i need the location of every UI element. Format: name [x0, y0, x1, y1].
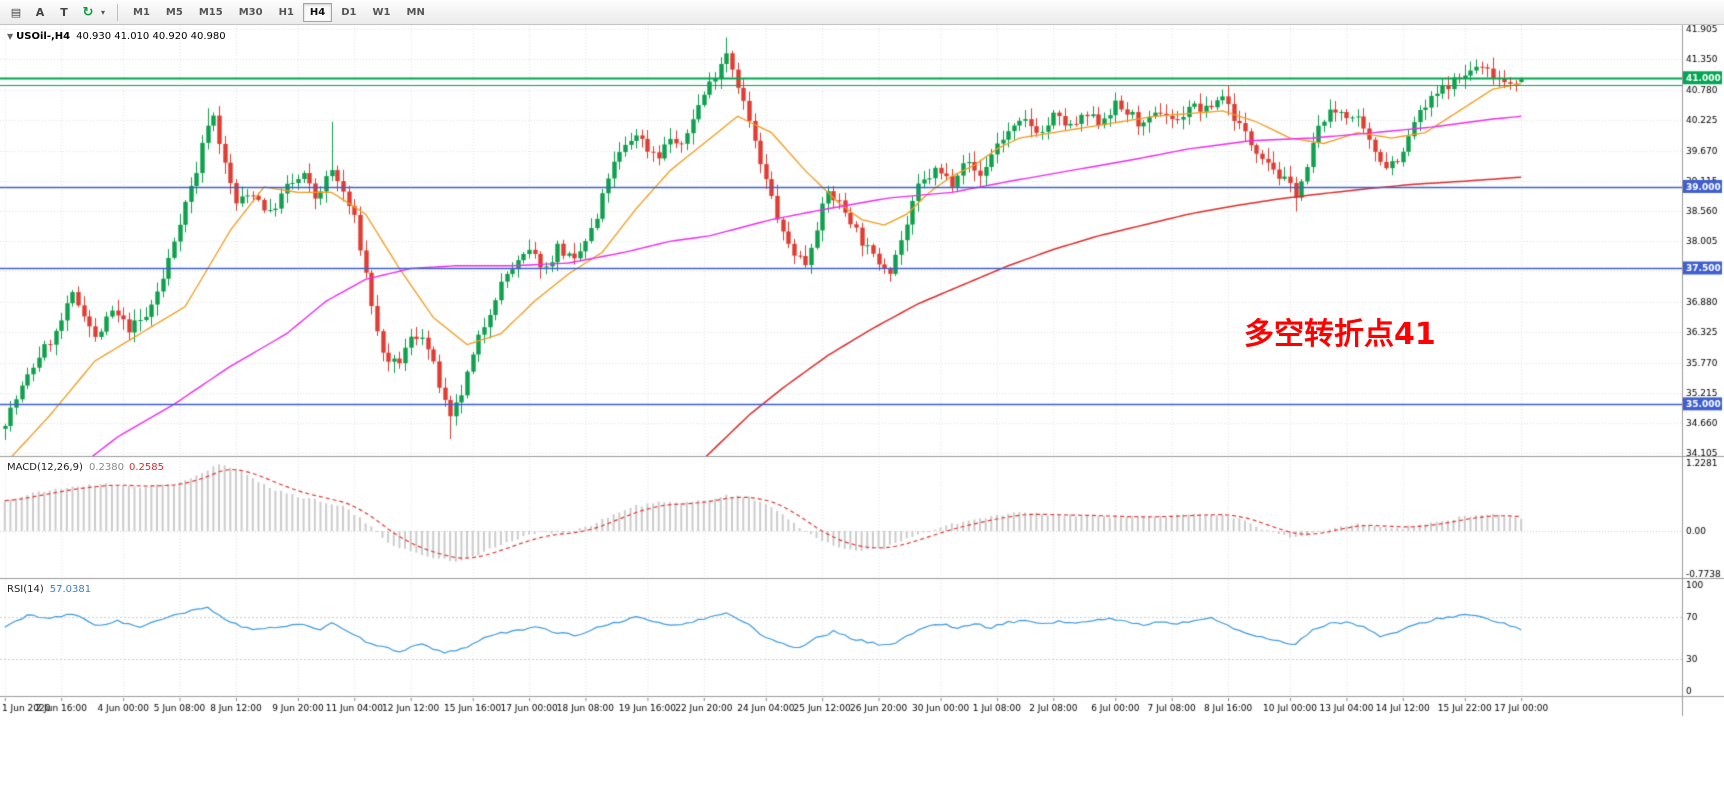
macd-main-value: 0.2380 — [88, 462, 124, 473]
timeframe-button-mn[interactable]: MN — [400, 3, 432, 22]
top-toolbar: ▤ A T ↻ ▾ M1 M5 M15 M30 H1 H4 D1 W1 MN — [0, 0, 1724, 25]
timeframe-button-m15[interactable]: M15 — [192, 3, 230, 22]
refresh-icon[interactable]: ↻ — [82, 4, 94, 20]
rsi-title: RSI(14) — [7, 584, 44, 595]
dropdown-caret-icon[interactable]: ▾ — [100, 7, 105, 17]
toolbar-separator — [117, 3, 118, 21]
cursor-tool-icon[interactable]: A — [35, 5, 45, 19]
toolbar-icon-group: ▤ A T ↻ ▾ — [4, 1, 110, 23]
ohlc-values: 40.930 41.010 40.920 40.980 — [76, 31, 226, 42]
timeframe-button-d1[interactable]: D1 — [334, 3, 363, 22]
macd-signal-value: 0.2585 — [128, 462, 164, 473]
collapse-chart-icon[interactable]: ▼ — [7, 32, 14, 41]
rsi-indicator-label: RSI(14) 57.0381 — [7, 584, 91, 595]
timeframe-button-m30[interactable]: M30 — [232, 3, 270, 22]
timeframe-button-m1[interactable]: M1 — [126, 3, 157, 22]
timeframe-button-h1[interactable]: H1 — [272, 3, 301, 22]
text-tool-icon[interactable]: T — [60, 5, 68, 19]
timeframe-button-m5[interactable]: M5 — [159, 3, 190, 22]
timeframe-button-h4[interactable]: H4 — [302, 2, 333, 22]
chart-symbol-header: ▼ USOil-,H4 40.930 41.010 40.920 40.980 — [7, 31, 226, 42]
macd-indicator-label: MACD(12,26,9) 0.2380 0.2585 — [7, 462, 164, 473]
chart-window-icon[interactable]: ▤ — [10, 5, 22, 19]
chart-annotation-text: 多空转折点41 — [1244, 317, 1436, 352]
timeframe-button-group: M1 M5 M15 M30 H1 H4 D1 W1 MN — [125, 2, 433, 22]
symbol-timeframe-label: USOil-,H4 — [16, 31, 71, 42]
rsi-value: 57.0381 — [49, 584, 92, 595]
macd-title: MACD(12,26,9) — [7, 462, 83, 473]
timeframe-button-w1[interactable]: W1 — [366, 3, 398, 22]
